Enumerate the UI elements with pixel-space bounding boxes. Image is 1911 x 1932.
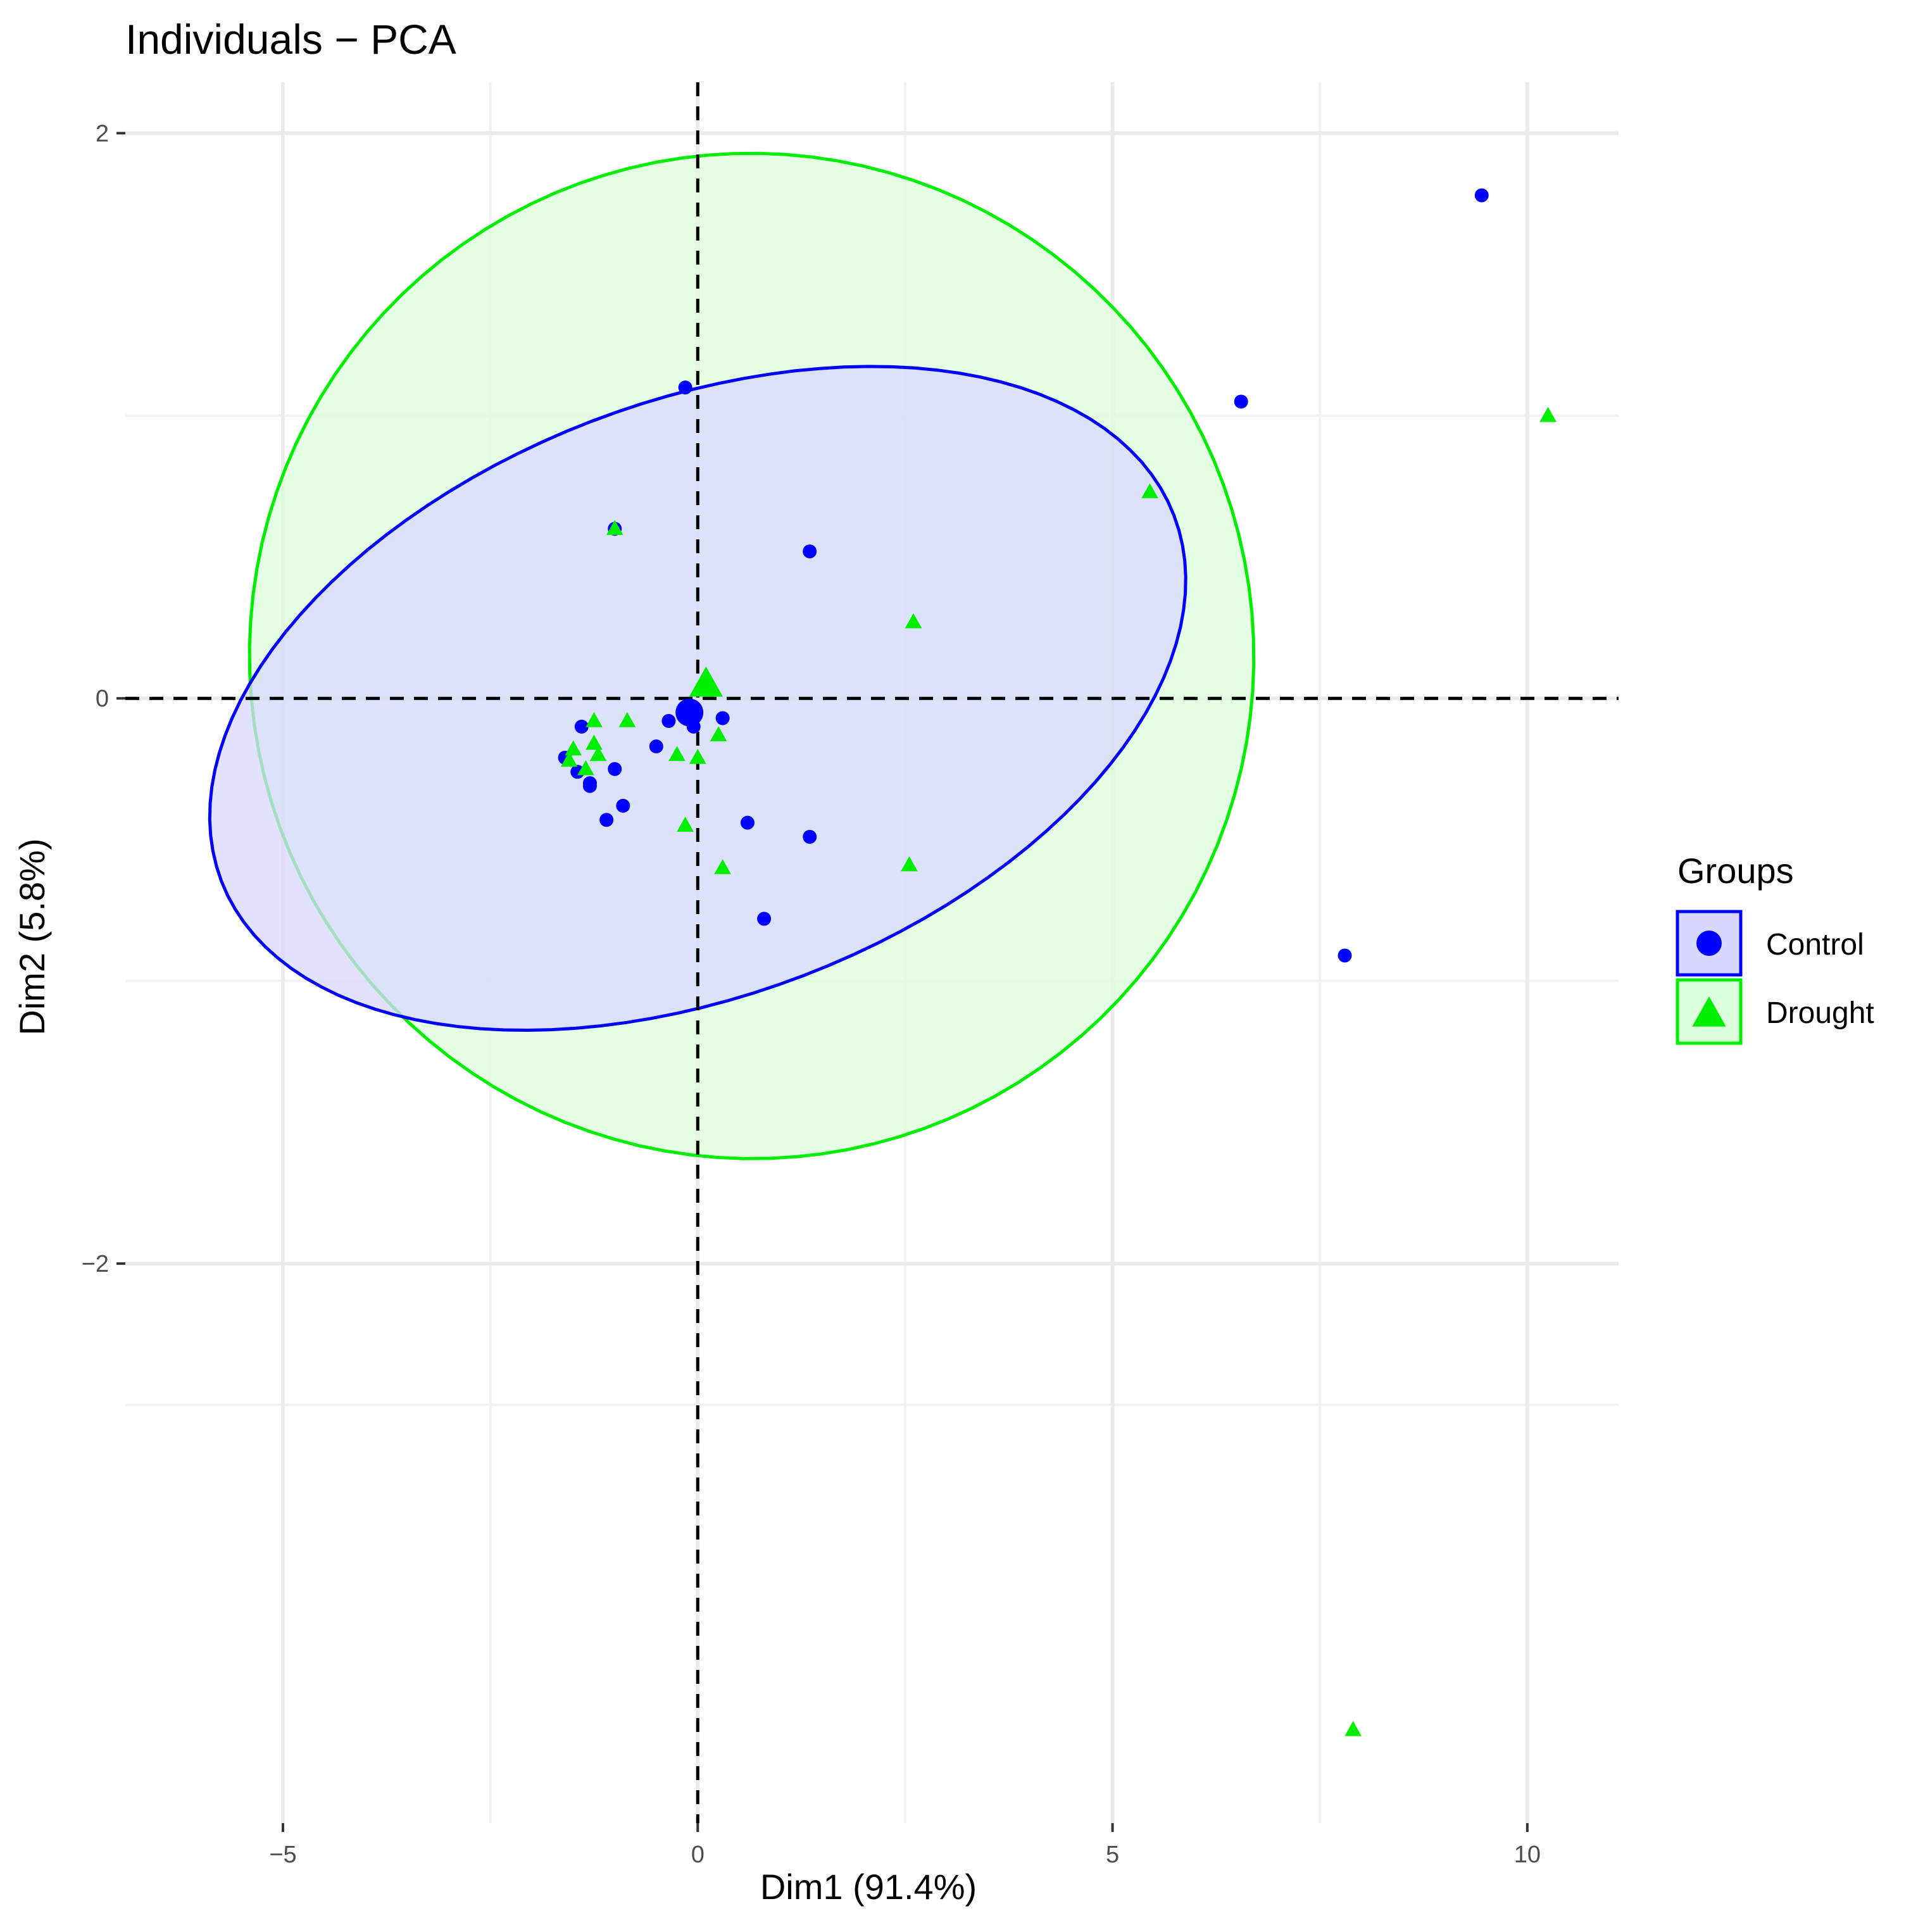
legend-marker-control xyxy=(1696,931,1722,956)
point-control xyxy=(616,798,630,813)
point-control xyxy=(574,719,589,734)
point-control xyxy=(582,779,597,793)
reference-lines xyxy=(125,82,1619,1823)
point-control xyxy=(803,544,817,559)
point-drought xyxy=(586,712,603,727)
point-drought xyxy=(905,613,922,629)
legend-keys xyxy=(1676,910,1743,1045)
point-control xyxy=(649,739,663,754)
point-drought xyxy=(677,817,694,832)
x-axis-title: Dim1 (91.4%) xyxy=(760,1867,977,1907)
point-control xyxy=(661,713,676,728)
point-control xyxy=(740,815,755,830)
x-tick-label: 10 xyxy=(1514,1841,1541,1868)
point-control xyxy=(803,829,817,844)
point-drought xyxy=(714,859,731,874)
y-tick-label: 0 xyxy=(96,686,109,712)
point-drought xyxy=(577,760,594,775)
point-drought xyxy=(1539,406,1557,422)
point-control xyxy=(757,912,772,926)
point-control xyxy=(678,380,692,395)
point-drought xyxy=(1344,1721,1362,1736)
group-centroids xyxy=(675,666,723,727)
point-drought xyxy=(1141,483,1158,499)
point-drought xyxy=(589,746,607,762)
confidence-ellipses xyxy=(208,151,1256,1160)
y-axis-title: Dim2 (5.8%) xyxy=(12,838,52,1035)
legend-marker-drought xyxy=(1692,996,1726,1027)
point-control xyxy=(1338,948,1352,963)
centroid-control xyxy=(675,698,704,727)
point-drought xyxy=(668,746,686,762)
point-control xyxy=(608,762,622,776)
x-tick-label: −5 xyxy=(269,1841,296,1868)
point-control xyxy=(570,765,585,779)
point-drought xyxy=(901,856,918,872)
point-drought xyxy=(710,726,727,742)
point-control xyxy=(715,711,730,725)
point-control xyxy=(1234,394,1248,409)
axes: −5 0 5 10 −2 0 2 xyxy=(82,120,1541,1868)
y-tick-label: 2 xyxy=(96,120,109,147)
point-drought xyxy=(618,712,636,727)
point-control xyxy=(1474,188,1489,203)
point-control xyxy=(599,813,614,827)
point-drought xyxy=(689,748,706,764)
point-drought xyxy=(606,520,623,536)
x-tick-label: 5 xyxy=(1106,1841,1119,1868)
point-drought xyxy=(586,734,603,750)
data-points xyxy=(558,188,1557,1736)
chart-title: Individuals − PCA xyxy=(125,16,456,63)
legend-label-drought: Drought xyxy=(1766,996,1874,1030)
legend: Groups Control Drought xyxy=(1676,851,1874,1045)
point-drought xyxy=(560,751,578,767)
x-tick-label: 0 xyxy=(691,1841,705,1868)
ellipse-control xyxy=(208,365,1187,1032)
legend-title: Groups xyxy=(1677,851,1794,891)
point-drought xyxy=(565,740,582,756)
legend-label-control: Control xyxy=(1766,928,1864,962)
centroid-drought xyxy=(689,666,723,697)
y-tick-label: −2 xyxy=(82,1251,109,1277)
